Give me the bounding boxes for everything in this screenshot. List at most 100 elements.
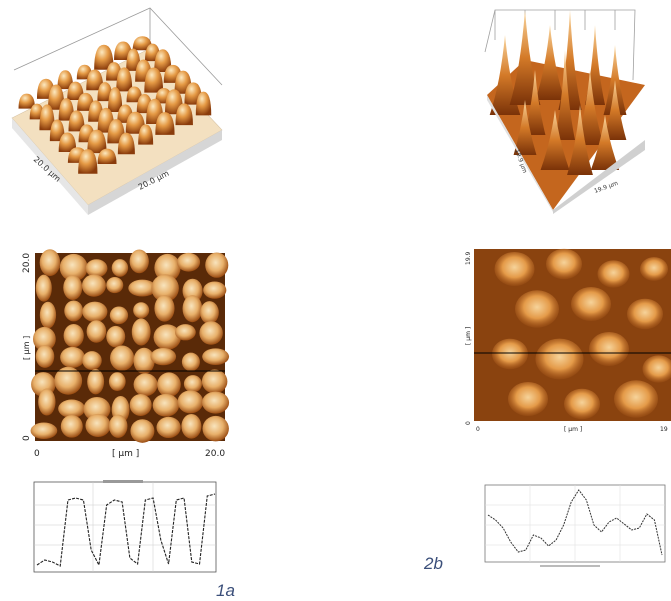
grain [129, 249, 149, 274]
x-left-tick-1: 0 [34, 449, 40, 459]
surface-bump [87, 129, 107, 154]
grain [494, 252, 535, 286]
grain [30, 422, 58, 439]
grain [181, 352, 200, 372]
grain [199, 321, 223, 345]
grain [129, 394, 152, 416]
x-left-tick-2: 0 [476, 426, 480, 433]
grain [200, 301, 219, 325]
grain [642, 355, 671, 383]
surface-bump [86, 69, 104, 91]
grain [106, 277, 124, 294]
grain [546, 248, 582, 280]
surface-bump [126, 86, 143, 103]
x-right-tick-1: 20.0 [205, 449, 225, 459]
x-unit-2: [ µm ] [564, 426, 582, 433]
grain [60, 346, 85, 368]
grain [131, 318, 151, 346]
grain [153, 324, 182, 350]
surface-peak [590, 115, 620, 170]
surface-peak [567, 105, 593, 175]
grain [81, 274, 106, 297]
grain [39, 301, 57, 329]
surface-bump [58, 98, 75, 121]
afm-height-map-1: 20.0 [ µm ] 0 0 [ µm ] 20.0 [22, 249, 230, 459]
y-unit-2: [ µm ] [465, 327, 472, 345]
grain [627, 298, 663, 330]
grain [63, 323, 84, 348]
grain [154, 295, 175, 322]
y-top-tick-2: 19.9 [465, 251, 472, 265]
surface-peak [524, 70, 546, 135]
y-top-tick-1: 20.0 [22, 253, 32, 273]
grain [614, 380, 658, 418]
grain [32, 326, 56, 352]
grain [63, 275, 83, 300]
surface-bump [132, 36, 153, 51]
surface-bump [58, 132, 77, 152]
grain [60, 414, 83, 438]
surface-bump [67, 81, 84, 100]
surface-peak [554, 50, 576, 140]
caption-2b: 2b [424, 554, 443, 573]
grain [86, 320, 107, 343]
afm-3d-surface-2: 19.9 µm 19.9 µm [484, 9, 645, 214]
surface-bump [175, 103, 193, 126]
grain [85, 413, 111, 438]
grain [38, 388, 56, 416]
x-right-tick-2: 19 [660, 426, 668, 433]
grain [111, 259, 129, 277]
grain [202, 415, 229, 442]
grain [64, 300, 84, 322]
grain [82, 351, 102, 370]
surface-bump [195, 91, 212, 116]
grain [535, 338, 584, 380]
grain [154, 253, 181, 282]
surface-peak [509, 10, 541, 105]
caption-1a: 1a [216, 581, 235, 600]
surface-bump [155, 112, 175, 135]
surface-bump [126, 48, 141, 71]
grain [177, 252, 201, 272]
grain [35, 345, 55, 368]
grain [508, 382, 548, 416]
grain [54, 366, 83, 395]
surface-bump [18, 93, 35, 109]
grain [597, 260, 630, 288]
grain [182, 278, 203, 303]
grain [133, 302, 150, 319]
grain [152, 393, 180, 417]
surface-bump [116, 67, 133, 92]
grain [133, 347, 155, 374]
y-bottom-tick-1: 0 [22, 435, 32, 441]
grain [85, 259, 108, 278]
grain [181, 413, 202, 439]
surface-bump [138, 124, 154, 145]
surface-bump [117, 132, 135, 155]
grain [128, 279, 157, 297]
surface-bump [107, 87, 123, 112]
grain [133, 373, 158, 397]
grain [106, 325, 126, 348]
surface-bump [144, 67, 164, 93]
surface-bump [48, 84, 65, 110]
grain [182, 295, 203, 323]
grain [515, 290, 559, 328]
grain [571, 287, 611, 321]
surface-bump [154, 49, 172, 72]
y-bottom-tick-2: 0 [465, 421, 472, 425]
surface-bump [68, 110, 85, 132]
surface-peak [603, 80, 627, 140]
grain [109, 306, 129, 325]
height-profile-chart-1 [33, 480, 217, 573]
grain [175, 324, 196, 341]
grain [589, 332, 629, 366]
grain [82, 301, 108, 322]
grain [151, 274, 179, 302]
grain [183, 375, 203, 393]
afm-height-map-2: 19.9 [ µm ] 0 0 [ µm ] 19 [465, 248, 671, 433]
grain [87, 369, 105, 395]
surface-peak [576, 70, 604, 145]
height-profile-chart-2 [484, 484, 666, 567]
surface-bump [97, 82, 113, 102]
